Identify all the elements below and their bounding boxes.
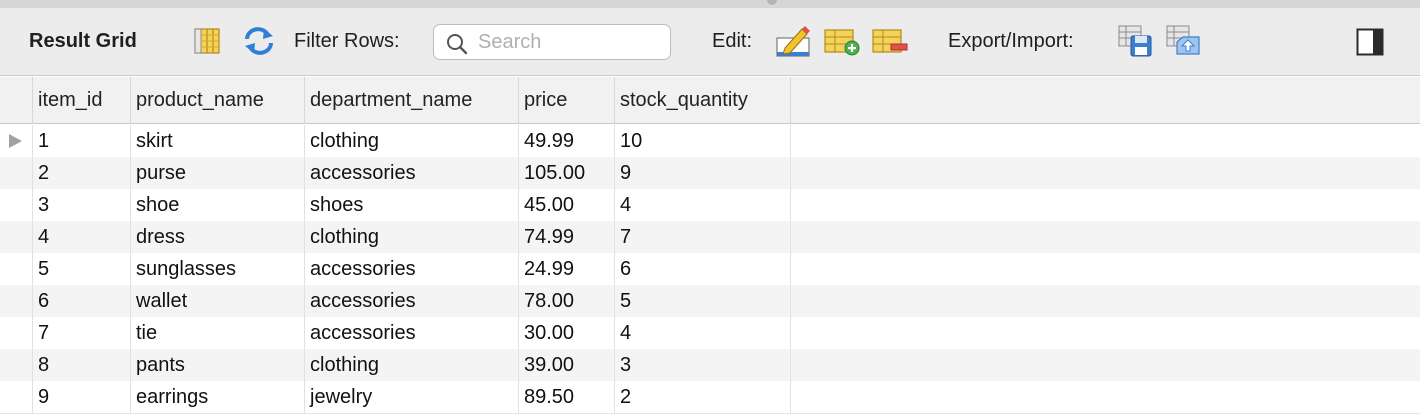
column-header-department-name[interactable]: department_name [305,77,519,124]
cell-stock-quantity[interactable]: 4 [615,189,791,221]
cell-department-name[interactable]: accessories [305,253,519,285]
export-import-label: Export/Import: [948,30,1074,52]
toggle-panel-icon[interactable] [1356,28,1384,61]
export-icon[interactable] [1117,24,1155,63]
table-row[interactable]: 8 pants clothing 39.00 3 [0,349,1420,381]
cell-stock-quantity[interactable]: 4 [615,317,791,349]
cell-item-id[interactable]: 1 [33,125,131,157]
edit-row-icon[interactable] [775,24,811,63]
cell-product-name[interactable]: purse [131,157,305,189]
delete-row-icon[interactable] [871,27,909,62]
cell-department-name[interactable]: clothing [305,125,519,157]
splitter-handle[interactable] [767,0,777,5]
cell-stock-quantity[interactable]: 6 [615,253,791,285]
import-icon[interactable] [1165,24,1203,63]
cell-product-name[interactable]: pants [131,349,305,381]
result-toolbar: Result Grid Filter Rows: Edit: [0,8,1420,76]
cell-department-name[interactable]: jewelry [305,381,519,413]
row-selector[interactable] [0,317,33,349]
cell-price[interactable]: 105.00 [519,157,615,189]
cell-department-name[interactable]: shoes [305,189,519,221]
column-grid-icon[interactable] [193,27,221,60]
table-row[interactable]: 3 shoe shoes 45.00 4 [0,189,1420,221]
table-row[interactable]: 5 sunglasses accessories 24.99 6 [0,253,1420,285]
row-selector[interactable] [0,157,33,189]
column-header-price[interactable]: price [519,77,615,124]
table-row[interactable]: 9 earrings jewelry 89.50 2 [0,381,1420,413]
cell-department-name[interactable]: accessories [305,285,519,317]
cell-stock-quantity[interactable]: 5 [615,285,791,317]
cell-product-name[interactable]: earrings [131,381,305,413]
cell-price[interactable]: 24.99 [519,253,615,285]
cell-product-name[interactable]: wallet [131,285,305,317]
cell-price[interactable]: 30.00 [519,317,615,349]
table-row[interactable]: 7 tie accessories 30.00 4 [0,317,1420,349]
cell-item-id[interactable]: 3 [33,189,131,221]
cell-department-name[interactable]: clothing [305,221,519,253]
add-row-icon[interactable] [823,27,861,62]
search-input[interactable] [478,29,663,55]
table-row[interactable]: 2 purse accessories 105.00 9 [0,157,1420,189]
cell-price[interactable]: 74.99 [519,221,615,253]
cell-price[interactable]: 49.99 [519,125,615,157]
result-grid-title: Result Grid [29,30,137,52]
filter-search-box[interactable] [433,24,671,60]
row-selector[interactable] [0,125,33,157]
row-selector[interactable] [0,221,33,253]
row-selector[interactable] [0,381,33,413]
cell-item-id[interactable]: 4 [33,221,131,253]
cell-stock-quantity[interactable]: 10 [615,125,791,157]
cell-item-id[interactable]: 2 [33,157,131,189]
cell-department-name[interactable]: accessories [305,317,519,349]
search-icon [447,34,468,55]
cell-product-name[interactable]: skirt [131,125,305,157]
row-selector[interactable] [0,285,33,317]
filter-rows-label: Filter Rows: [294,30,400,52]
cell-item-id[interactable]: 9 [33,381,131,413]
cell-price[interactable]: 39.00 [519,349,615,381]
cell-item-id[interactable]: 8 [33,349,131,381]
cell-price[interactable]: 78.00 [519,285,615,317]
cell-stock-quantity[interactable]: 7 [615,221,791,253]
splitter-bar[interactable] [0,0,1420,8]
grid-header: item_id product_name department_name pri… [0,77,1420,124]
column-header-product-name[interactable]: product_name [131,77,305,124]
cell-product-name[interactable]: tie [131,317,305,349]
table-row[interactable]: 6 wallet accessories 78.00 5 [0,285,1420,317]
cell-product-name[interactable]: sunglasses [131,253,305,285]
column-header-stock-quantity[interactable]: stock_quantity [615,77,791,124]
column-header-item-id[interactable]: item_id [33,77,131,124]
cell-stock-quantity[interactable]: 3 [615,349,791,381]
refresh-icon[interactable] [242,26,276,61]
cell-department-name[interactable]: accessories [305,157,519,189]
row-header-corner [0,77,33,124]
cell-product-name[interactable]: dress [131,221,305,253]
cell-item-id[interactable]: 6 [33,285,131,317]
row-selector[interactable] [0,189,33,221]
table-row[interactable]: 4 dress clothing 74.99 7 [0,221,1420,253]
cell-price[interactable]: 45.00 [519,189,615,221]
cell-product-name[interactable]: shoe [131,189,305,221]
result-grid: item_id product_name department_name pri… [0,77,1420,416]
row-selector[interactable] [0,253,33,285]
cell-item-id[interactable]: 5 [33,253,131,285]
cell-stock-quantity[interactable]: 2 [615,381,791,413]
grid-bottom-line [0,413,1420,414]
cell-price[interactable]: 89.50 [519,381,615,413]
edit-label: Edit: [712,30,753,52]
cell-stock-quantity[interactable]: 9 [615,157,791,189]
cell-item-id[interactable]: 7 [33,317,131,349]
table-row[interactable]: 1 skirt clothing 49.99 10 [0,125,1420,157]
row-selector[interactable] [0,349,33,381]
current-row-marker-icon [9,134,22,148]
cell-department-name[interactable]: clothing [305,349,519,381]
